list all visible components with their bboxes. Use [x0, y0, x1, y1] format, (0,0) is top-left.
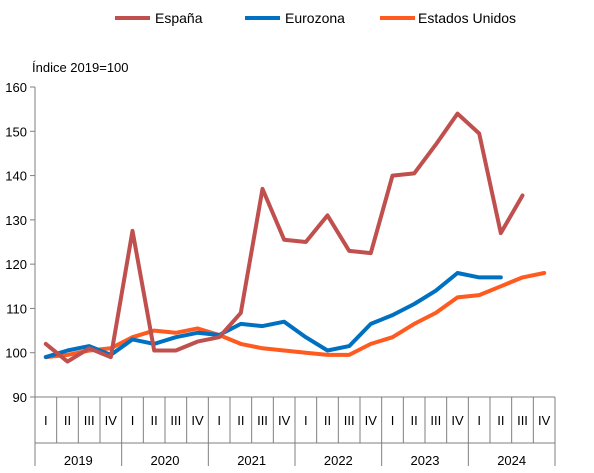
- y-tick-label: 150: [5, 124, 27, 139]
- x-quarter-label: III: [430, 413, 441, 428]
- x-quarter-label: IV: [191, 413, 204, 428]
- x-quarter-label: IV: [451, 413, 464, 428]
- x-quarter-label: IV: [538, 413, 551, 428]
- x-year-label: 2023: [411, 453, 440, 468]
- y-axis-unit-label: Índice 2019=100: [32, 60, 129, 75]
- series-line-estados-unidos: [43, 271, 547, 360]
- y-axis-ticks: 90 100 110 120 130 140 150 160: [5, 80, 35, 405]
- x-quarter-label: II: [151, 413, 158, 428]
- x-quarter-label: II: [497, 413, 504, 428]
- x-quarter-label: I: [304, 413, 308, 428]
- x-quarter-label: IV: [105, 413, 118, 428]
- x-quarter-label: III: [517, 413, 528, 428]
- y-tick-label: 130: [5, 213, 27, 228]
- y-tick-label: 140: [5, 169, 27, 184]
- x-quarter-label: I: [131, 413, 135, 428]
- x-quarter-label: III: [170, 413, 181, 428]
- y-tick-label: 90: [13, 390, 27, 405]
- y-tick-label: 160: [5, 80, 27, 95]
- x-quarter-label: I: [391, 413, 395, 428]
- series-line-espa-a: [43, 111, 525, 364]
- x-axis-quarter-ticks: I II III IV I II III IV I II III IV I II III IV I II III IV…: [34, 397, 556, 443]
- series-line-eurozona: [43, 271, 503, 360]
- x-quarter-label: II: [64, 413, 71, 428]
- x-quarter-label: IV: [365, 413, 378, 428]
- x-year-label: 2022: [324, 453, 353, 468]
- x-quarter-label: II: [411, 413, 418, 428]
- legend-label-spain: España: [155, 10, 203, 26]
- x-year-label: 2019: [64, 453, 93, 468]
- y-tick-label: 110: [6, 301, 27, 316]
- y-tick-label: 100: [5, 346, 27, 361]
- x-year-label: 2024: [497, 453, 526, 468]
- x-quarter-label: I: [44, 413, 48, 428]
- x-quarter-label: I: [217, 413, 221, 428]
- series-lines: [43, 111, 547, 364]
- x-quarter-label: III: [257, 413, 268, 428]
- x-year-label: 2021: [237, 453, 266, 468]
- x-quarter-label: II: [324, 413, 331, 428]
- y-tick-label: 120: [5, 257, 27, 272]
- x-quarter-label: II: [237, 413, 244, 428]
- x-year-label: 2020: [151, 453, 180, 468]
- x-axis-year-labels: 2019 2020 2021 2022 2023 2024: [34, 443, 556, 468]
- legend-label-eurozone: Eurozona: [285, 10, 345, 26]
- legend: España Eurozona Estados Unidos: [115, 10, 516, 26]
- x-quarter-label: I: [477, 413, 481, 428]
- x-quarter-label: III: [84, 413, 95, 428]
- x-quarter-label: III: [344, 413, 355, 428]
- x-quarter-label: IV: [278, 413, 291, 428]
- legend-label-usa: Estados Unidos: [418, 10, 516, 26]
